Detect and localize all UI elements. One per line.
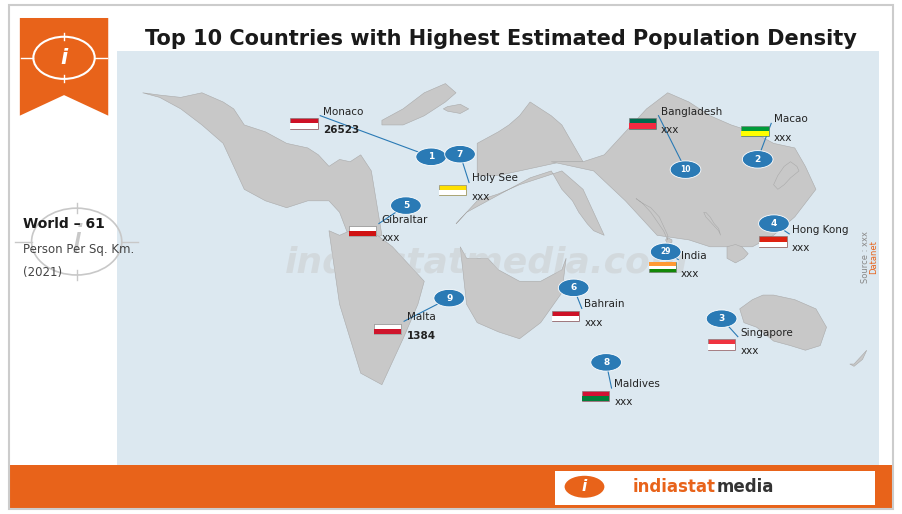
Text: Macao: Macao: [774, 115, 807, 124]
Text: i: i: [582, 479, 587, 494]
Text: xxx: xxx: [741, 346, 759, 356]
Text: Bangladesh: Bangladesh: [661, 107, 723, 117]
Text: 8: 8: [603, 358, 609, 367]
Text: Top 10 Countries with Highest Estimated Population Density: Top 10 Countries with Highest Estimated …: [144, 29, 857, 48]
Text: Malta: Malta: [407, 313, 436, 322]
Text: 9: 9: [446, 293, 453, 303]
Text: 29: 29: [660, 247, 671, 256]
Text: Singapore: Singapore: [741, 328, 793, 338]
Text: 7: 7: [456, 150, 464, 159]
Text: xxx: xxx: [614, 397, 632, 407]
Text: 10: 10: [680, 165, 691, 174]
Text: 5: 5: [403, 201, 409, 210]
Text: indiastatmedia.com: indiastatmedia.com: [285, 245, 689, 279]
Text: 1384: 1384: [407, 331, 436, 340]
Text: 6: 6: [571, 283, 576, 292]
Text: xxx: xxx: [584, 318, 603, 327]
Text: 3: 3: [719, 314, 724, 323]
Text: 26523: 26523: [323, 125, 359, 135]
Text: Monaco: Monaco: [323, 107, 364, 117]
Text: Bahrain: Bahrain: [584, 300, 625, 309]
Text: i: i: [60, 48, 68, 68]
Text: Gibraltar: Gibraltar: [382, 215, 428, 225]
Text: 1: 1: [428, 152, 434, 161]
Text: (2021): (2021): [23, 266, 61, 279]
Text: Maldives: Maldives: [614, 379, 660, 389]
Text: 2: 2: [755, 155, 760, 164]
Text: 4: 4: [770, 219, 778, 228]
Text: indiastat: indiastat: [632, 478, 715, 496]
Text: Source : xxx: Source : xxx: [861, 231, 870, 283]
Text: i: i: [71, 223, 82, 261]
Text: xxx: xxx: [382, 233, 400, 243]
Text: xxx: xxx: [661, 125, 679, 135]
Text: xxx: xxx: [792, 243, 810, 253]
Text: xxx: xxx: [681, 269, 699, 279]
Text: xxx: xxx: [472, 192, 490, 201]
Text: World – 61: World – 61: [23, 216, 105, 231]
Text: India: India: [681, 251, 706, 261]
Text: xxx: xxx: [774, 133, 792, 142]
Text: Person Per Sq. Km.: Person Per Sq. Km.: [23, 243, 133, 256]
Text: media: media: [717, 478, 775, 496]
Text: Datanet: Datanet: [870, 240, 879, 274]
Text: Holy See: Holy See: [472, 174, 518, 183]
Text: Hong Kong: Hong Kong: [792, 225, 849, 235]
